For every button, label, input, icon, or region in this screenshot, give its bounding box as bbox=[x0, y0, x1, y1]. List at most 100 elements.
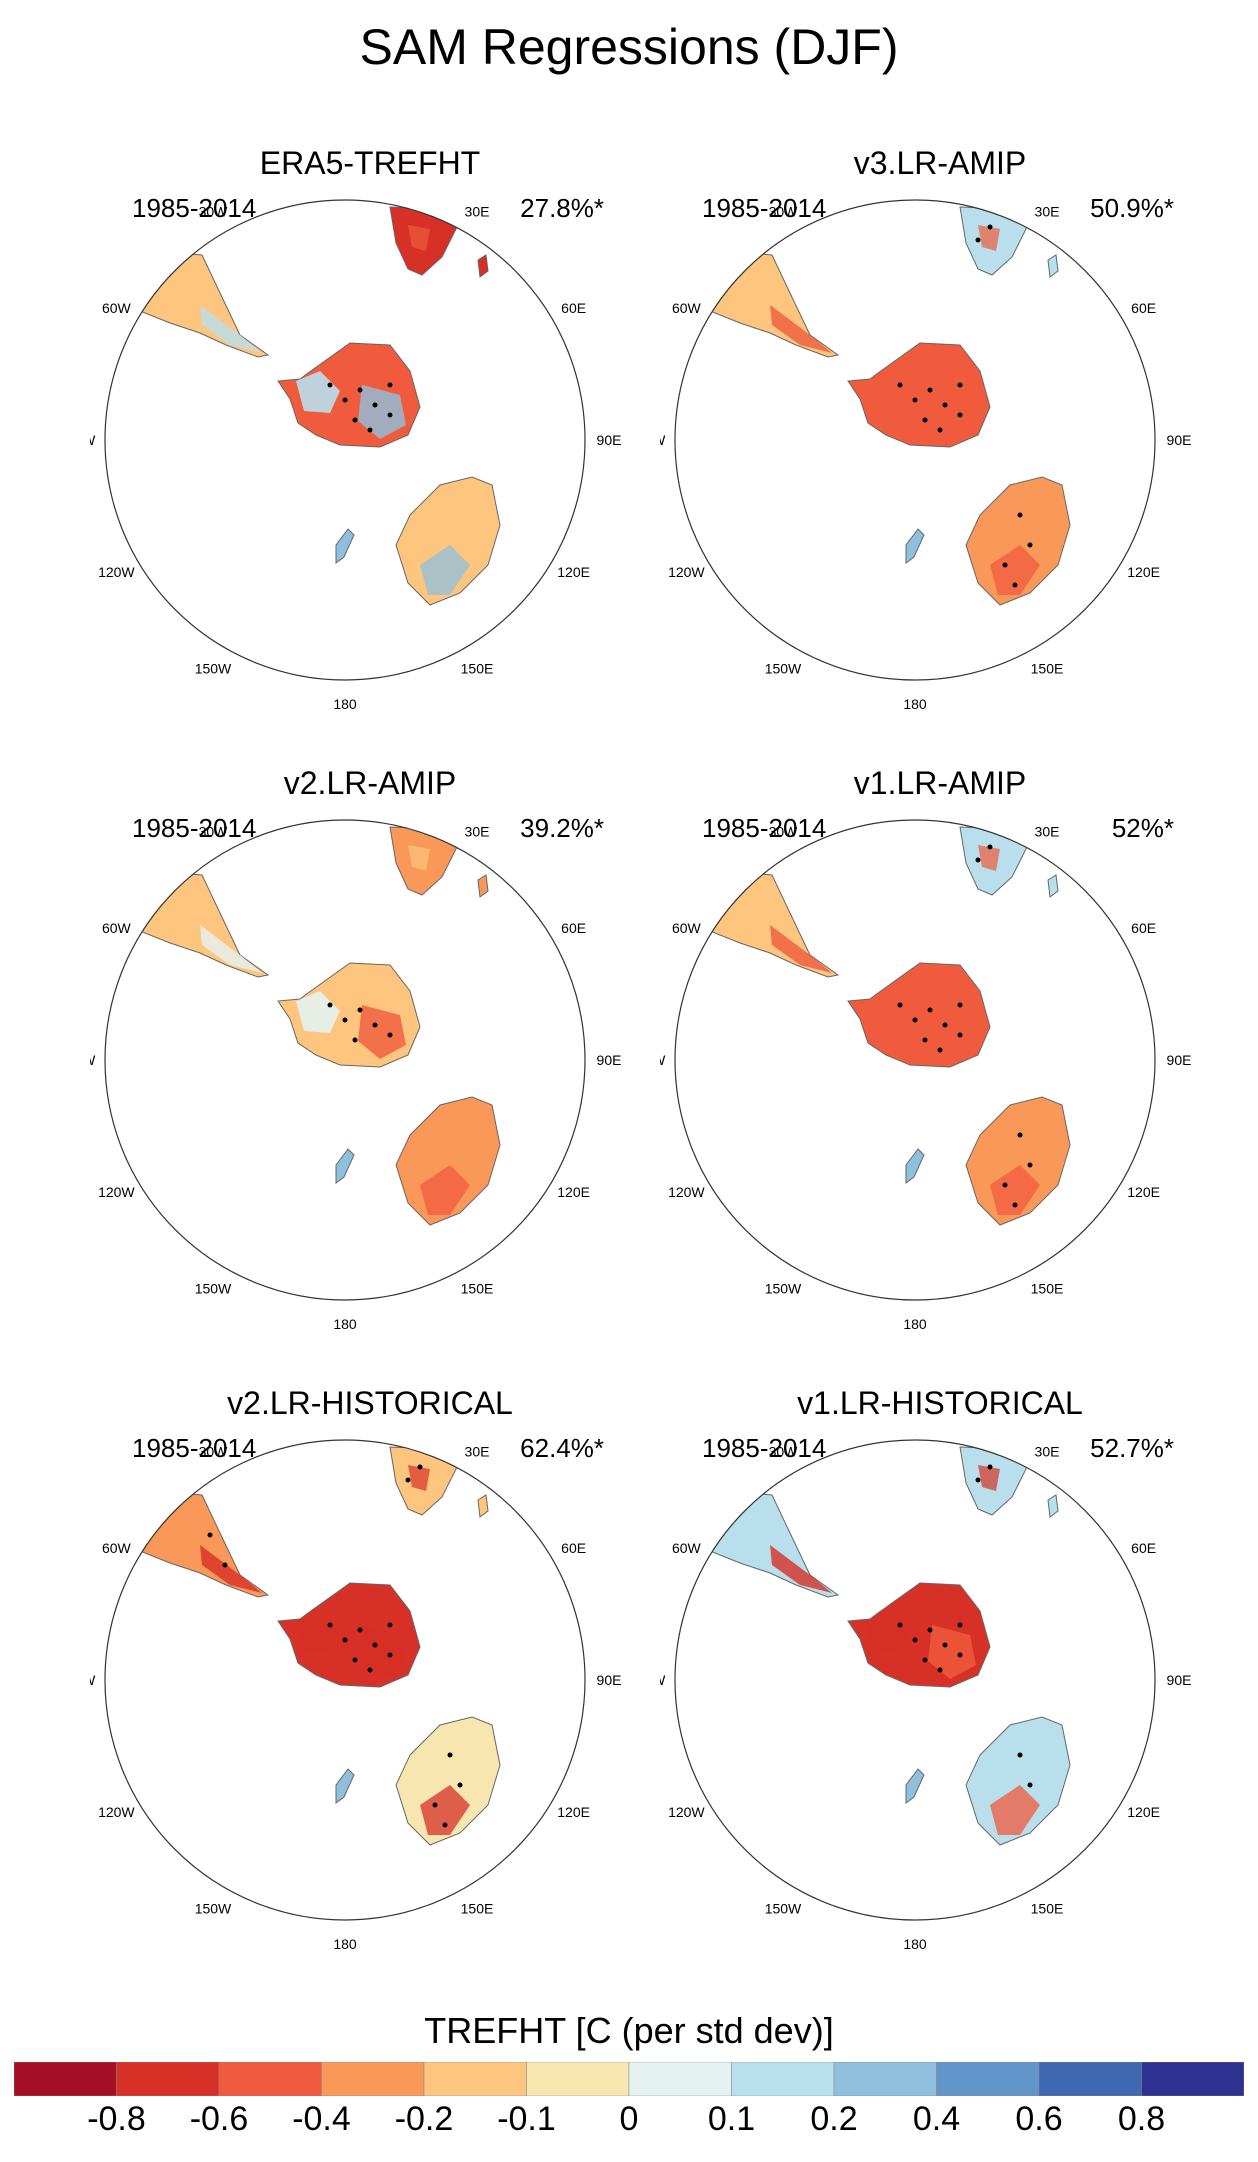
longitude-label: 180 bbox=[333, 1936, 357, 1952]
colorbar-tick-label: -0.6 bbox=[190, 2100, 249, 2139]
longitude-label: 120E bbox=[1127, 1804, 1160, 1820]
new-zealand-landmass bbox=[336, 529, 354, 563]
longitude-label: 90W bbox=[90, 1052, 96, 1068]
panel-title: v1.LR-HISTORICAL bbox=[660, 1385, 1220, 1422]
map-panel: ERA5-TREFHT1985-201427.8%*030E60E90E120E… bbox=[90, 145, 650, 745]
colorbar-swatch bbox=[14, 2062, 117, 2096]
longitude-label: 120W bbox=[98, 1804, 135, 1820]
colorbar-swatch bbox=[732, 2062, 835, 2096]
longitude-label: 120E bbox=[557, 564, 590, 580]
longitude-label: 90W bbox=[660, 432, 666, 448]
longitude-label: 60W bbox=[672, 300, 702, 316]
colorbar-swatch bbox=[117, 2062, 220, 2096]
map-panel: v2.LR-AMIP1985-201439.2%*030E60E90E120E1… bbox=[90, 765, 650, 1365]
polar-map: 030E60E90E120E150E180150W120W90W60W30W bbox=[660, 185, 1220, 745]
longitude-label: 150E bbox=[1031, 1281, 1064, 1297]
polar-map: 030E60E90E120E150E180150W120W90W60W30W bbox=[660, 1425, 1220, 1985]
longitude-label: 90E bbox=[1167, 1672, 1192, 1688]
colorbar-tick-label: 0.6 bbox=[1015, 2100, 1062, 2139]
longitude-label: 150W bbox=[195, 1281, 232, 1297]
longitude-label: 30E bbox=[1035, 203, 1060, 219]
longitude-label: 90W bbox=[660, 1672, 666, 1688]
longitude-label: 150E bbox=[461, 661, 494, 677]
new-zealand-landmass bbox=[336, 1149, 354, 1183]
longitude-label: 180 bbox=[903, 1936, 927, 1952]
longitude-label: 90E bbox=[597, 1052, 622, 1068]
longitude-label: 30E bbox=[465, 1443, 490, 1459]
longitude-label: 120E bbox=[1127, 564, 1160, 580]
colorbar-tick-label: -0.4 bbox=[292, 2100, 351, 2139]
colorbar-tick-label: -0.2 bbox=[395, 2100, 454, 2139]
new-zealand-landmass bbox=[906, 529, 924, 563]
colorbar-swatch bbox=[1142, 2062, 1245, 2096]
map-panel: v2.LR-HISTORICAL1985-201462.4%*030E60E90… bbox=[90, 1385, 650, 1985]
longitude-label: 150W bbox=[765, 661, 802, 677]
colorbar-tick-label: 0.1 bbox=[708, 2100, 755, 2139]
polar-map: 030E60E90E120E150E180150W120W90W60W30W bbox=[90, 805, 650, 1365]
map-panel: v1.LR-AMIP1985-201452%*030E60E90E120E150… bbox=[660, 765, 1220, 1365]
polar-map: 030E60E90E120E150E180150W120W90W60W30W bbox=[90, 1425, 650, 1985]
longitude-label: 150W bbox=[195, 1901, 232, 1917]
longitude-label: 30W bbox=[769, 203, 799, 219]
colorbar-swatch bbox=[424, 2062, 527, 2096]
longitude-label: 30W bbox=[769, 1443, 799, 1459]
longitude-label: 60E bbox=[561, 920, 586, 936]
longitude-label: 120E bbox=[557, 1184, 590, 1200]
colorbar-tick-label: -0.8 bbox=[87, 2100, 146, 2139]
longitude-label: 180 bbox=[333, 696, 357, 712]
figure-title: SAM Regressions (DJF) bbox=[0, 18, 1258, 76]
longitude-label: 150W bbox=[195, 661, 232, 677]
new-zealand-landmass bbox=[336, 1769, 354, 1803]
longitude-label: 60W bbox=[102, 1540, 132, 1556]
longitude-label: 60W bbox=[102, 920, 132, 936]
longitude-label: 30E bbox=[465, 203, 490, 219]
longitude-label: 30E bbox=[1035, 1443, 1060, 1459]
panel-title: ERA5-TREFHT bbox=[90, 145, 650, 182]
longitude-label: 120W bbox=[98, 564, 135, 580]
longitude-label: 90W bbox=[660, 1052, 666, 1068]
longitude-label: 150W bbox=[765, 1281, 802, 1297]
colorbar-tick-label: 0.4 bbox=[913, 2100, 960, 2139]
longitude-label: 120W bbox=[668, 1184, 705, 1200]
polar-map: 030E60E90E120E150E180150W120W90W60W30W bbox=[90, 185, 650, 745]
colorbar-swatch bbox=[834, 2062, 937, 2096]
longitude-label: 30W bbox=[199, 823, 229, 839]
longitude-label: 120W bbox=[668, 564, 705, 580]
colorbar-title: TREFHT [C (per std dev)] bbox=[0, 2010, 1258, 2052]
new-zealand-landmass bbox=[906, 1149, 924, 1183]
longitude-label: 150E bbox=[1031, 1901, 1064, 1917]
colorbar-swatch bbox=[629, 2062, 732, 2096]
colorbar-swatch bbox=[219, 2062, 322, 2096]
longitude-label: 90E bbox=[1167, 1052, 1192, 1068]
longitude-label: 30E bbox=[465, 823, 490, 839]
longitude-label: 120E bbox=[557, 1804, 590, 1820]
longitude-label: 90W bbox=[90, 1672, 96, 1688]
colorbar-swatch bbox=[322, 2062, 425, 2096]
panel-title: v1.LR-AMIP bbox=[660, 765, 1220, 802]
panel-title: v3.LR-AMIP bbox=[660, 145, 1220, 182]
longitude-label: 180 bbox=[903, 1316, 927, 1332]
longitude-label: 120W bbox=[98, 1184, 135, 1200]
longitude-label: 60E bbox=[1131, 1540, 1156, 1556]
longitude-label: 90E bbox=[1167, 432, 1192, 448]
longitude-label: 30W bbox=[199, 1443, 229, 1459]
longitude-label: 60E bbox=[1131, 920, 1156, 936]
longitude-label: 180 bbox=[903, 696, 927, 712]
colorbar-swatch bbox=[1039, 2062, 1142, 2096]
longitude-label: 60W bbox=[672, 920, 702, 936]
colorbar-tick-label: 0 bbox=[620, 2100, 639, 2139]
colorbar bbox=[14, 2062, 1244, 2096]
new-zealand-landmass bbox=[906, 1769, 924, 1803]
longitude-label: 150E bbox=[461, 1281, 494, 1297]
longitude-label: 150E bbox=[461, 1901, 494, 1917]
longitude-label: 30W bbox=[769, 823, 799, 839]
colorbar-tick-label: -0.1 bbox=[497, 2100, 556, 2139]
longitude-label: 90E bbox=[597, 432, 622, 448]
longitude-label: 90W bbox=[90, 432, 96, 448]
longitude-label: 150W bbox=[765, 1901, 802, 1917]
map-panel: v1.LR-HISTORICAL1985-201452.7%*030E60E90… bbox=[660, 1385, 1220, 1985]
colorbar-swatch bbox=[937, 2062, 1040, 2096]
longitude-label: 60E bbox=[561, 1540, 586, 1556]
longitude-label: 60E bbox=[561, 300, 586, 316]
colorbar-tick-label: 0.2 bbox=[810, 2100, 857, 2139]
